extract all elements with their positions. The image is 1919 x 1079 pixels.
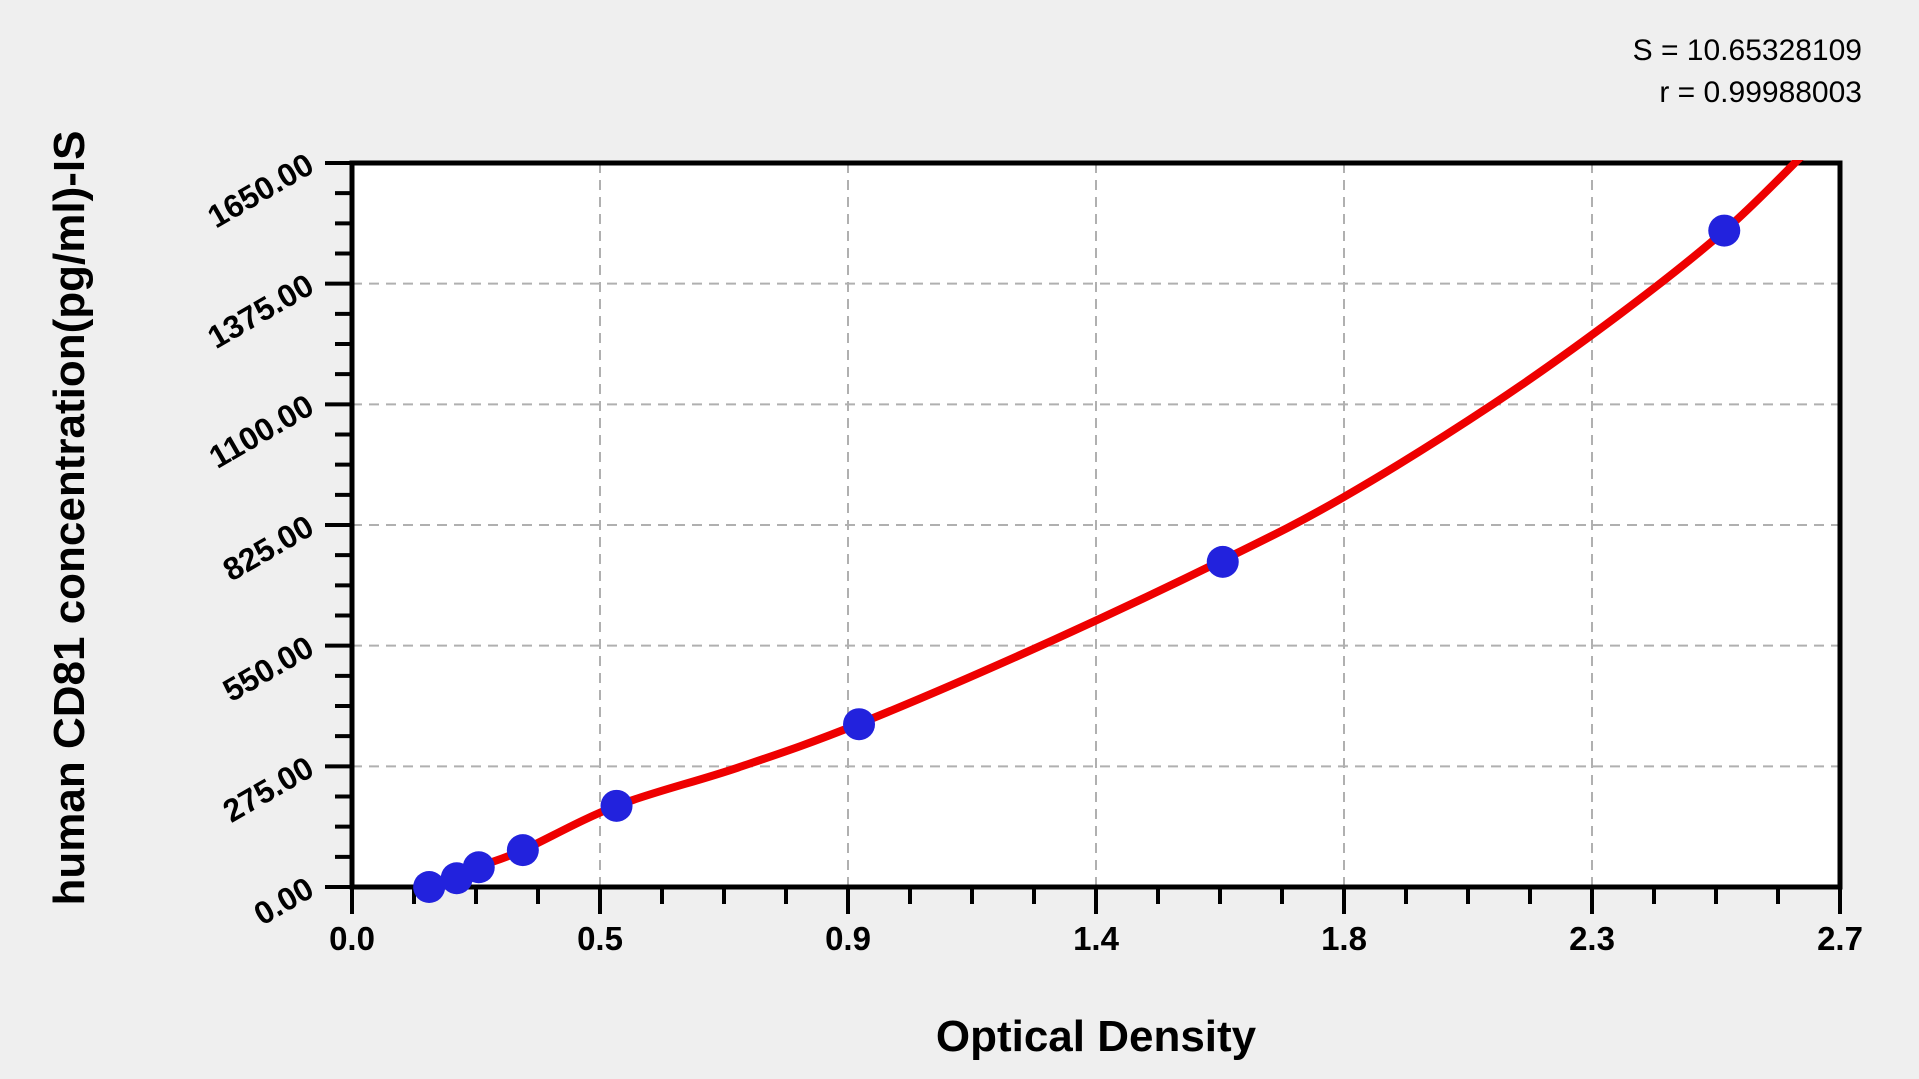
data-point (600, 789, 633, 822)
plot-frame (349, 160, 1843, 890)
y-tick-label: 1100.00 (203, 387, 320, 475)
x-tick-label: 2.3 (1569, 920, 1615, 957)
y-tick-label: 0.00 (248, 870, 320, 932)
data-point (843, 708, 876, 741)
x-axis-title: Optical Density (935, 1012, 1257, 1061)
x-tick-label: 2.7 (1817, 920, 1863, 957)
r-value-text: r = 0.99988003 (1659, 76, 1862, 109)
x-tick-label: 0.9 (825, 920, 871, 957)
y-tick-label: 550.00 (217, 629, 320, 709)
s-value-text: S = 10.65328109 (1632, 34, 1862, 67)
y-tick-label: 1650.00 (201, 146, 319, 235)
x-tick-label: 0.5 (577, 920, 623, 957)
stats-annotation: S = 10.65328109 r = 0.99988003 (1633, 30, 1862, 114)
data-point (462, 851, 495, 884)
x-tick-label: 1.4 (1073, 920, 1120, 957)
data-point (506, 834, 539, 867)
x-tick-label: 0.0 (329, 920, 375, 957)
data-point (1708, 214, 1741, 247)
data-point (413, 871, 446, 903)
x-tick-label: 1.8 (1321, 920, 1367, 957)
y-tick-label: 275.00 (217, 749, 320, 829)
y-tick-label: 1375.00 (201, 267, 319, 356)
y-tick-label: 825.00 (217, 508, 320, 588)
data-point (1206, 545, 1239, 578)
